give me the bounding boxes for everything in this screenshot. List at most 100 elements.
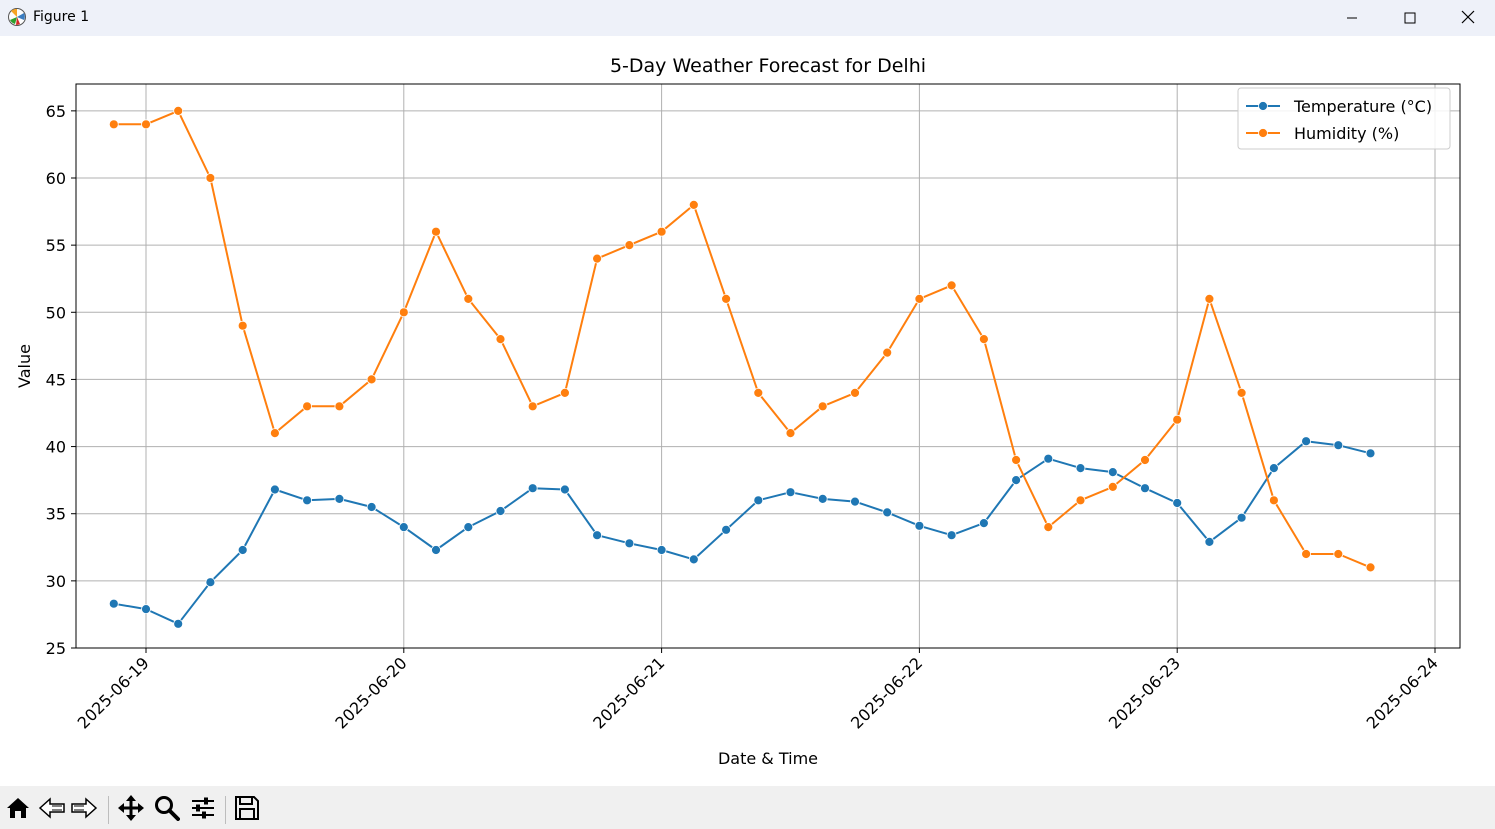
x-tick-label: 2025-06-22 bbox=[847, 653, 926, 732]
data-point bbox=[753, 495, 764, 506]
data-point bbox=[817, 401, 828, 412]
save-icon bbox=[234, 795, 260, 825]
forward-icon bbox=[70, 795, 98, 825]
data-point bbox=[1043, 522, 1054, 533]
legend-entry-humidity: Humidity (%) bbox=[1246, 124, 1399, 143]
home-icon bbox=[5, 795, 31, 825]
data-point bbox=[1172, 414, 1183, 425]
y-tick-label: 45 bbox=[46, 370, 66, 389]
data-point bbox=[173, 106, 184, 116]
chart-title: 5-Day Weather Forecast for Delhi bbox=[610, 55, 926, 77]
data-point bbox=[850, 387, 860, 398]
legend-entry-temperature: Temperature (°C) bbox=[1246, 97, 1432, 116]
series-line-1 bbox=[113, 109, 1371, 569]
configure-subplots-icon bbox=[190, 795, 216, 825]
data-point bbox=[1236, 512, 1247, 523]
data-point bbox=[688, 199, 699, 210]
save-button[interactable] bbox=[231, 794, 263, 826]
minimize-button[interactable] bbox=[1323, 0, 1381, 36]
y-tick-label: 60 bbox=[46, 169, 66, 188]
data-point bbox=[334, 401, 345, 412]
x-tick-label: 2025-06-24 bbox=[1363, 653, 1442, 732]
data-point bbox=[656, 545, 667, 555]
data-point bbox=[1301, 436, 1311, 447]
data-point bbox=[946, 280, 957, 291]
x-tick-label: 2025-06-19 bbox=[74, 653, 153, 732]
y-tick-label: 30 bbox=[46, 572, 66, 591]
x-axis-ticks: 2025-06-19 2025-06-20 2025-06-21 2025-06-22… bbox=[74, 648, 1442, 733]
pan-button[interactable] bbox=[115, 794, 147, 826]
data-point bbox=[1269, 463, 1279, 474]
data-point bbox=[1140, 483, 1150, 494]
data-point bbox=[624, 240, 635, 251]
data-point bbox=[785, 487, 796, 498]
back-button[interactable] bbox=[36, 794, 68, 826]
y-tick-label: 65 bbox=[46, 102, 66, 121]
data-point bbox=[495, 506, 506, 516]
data-point bbox=[914, 293, 925, 304]
data-point bbox=[688, 554, 699, 565]
data-point bbox=[463, 522, 474, 533]
back-icon bbox=[38, 795, 66, 825]
plot-frame bbox=[75, 83, 1461, 649]
data-point bbox=[463, 293, 474, 304]
data-point bbox=[850, 496, 860, 507]
data-point bbox=[1365, 448, 1376, 459]
x-axis-label: Date & Time bbox=[718, 749, 818, 768]
data-point bbox=[721, 524, 731, 535]
configure-subplots-button[interactable] bbox=[187, 794, 219, 826]
maximize-button[interactable] bbox=[1381, 0, 1439, 36]
y-axis-label: Value bbox=[15, 344, 34, 388]
data-point bbox=[108, 598, 119, 609]
toolbar-separator bbox=[225, 796, 226, 824]
data-point bbox=[237, 320, 248, 331]
y-tick-label: 55 bbox=[46, 236, 66, 255]
zoom-icon bbox=[154, 795, 180, 825]
data-point bbox=[979, 334, 989, 345]
legend-label-humidity: Humidity (%) bbox=[1294, 124, 1399, 143]
series-line-0 bbox=[113, 440, 1371, 625]
legend-label-temperature: Temperature (°C) bbox=[1293, 97, 1432, 116]
data-point bbox=[785, 428, 796, 439]
y-tick-label: 50 bbox=[46, 303, 66, 322]
home-button[interactable] bbox=[2, 794, 34, 826]
data-point bbox=[1204, 293, 1215, 304]
close-button[interactable] bbox=[1439, 0, 1495, 36]
data-point bbox=[1204, 536, 1215, 547]
data-point bbox=[882, 507, 893, 518]
y-tick-label: 25 bbox=[46, 639, 66, 658]
minimize-icon bbox=[1346, 9, 1358, 28]
zoom-button[interactable] bbox=[151, 794, 183, 826]
data-point bbox=[302, 401, 313, 412]
data-point bbox=[1107, 481, 1118, 492]
line-chart: 25 30 35 40 45 50 55 60 65 2025-06-19 2025-06-20 2… bbox=[15, 55, 1461, 768]
window-titlebar: Figure 1 bbox=[0, 0, 1495, 36]
data-point bbox=[1269, 495, 1279, 506]
data-point bbox=[527, 483, 538, 494]
data-point bbox=[269, 428, 280, 439]
figure-canvas[interactable]: 25 30 35 40 45 50 55 60 65 2025-06-19 2025-06-20 2… bbox=[0, 36, 1495, 786]
data-point bbox=[108, 119, 119, 130]
data-point bbox=[946, 530, 957, 541]
data-point bbox=[1236, 387, 1247, 398]
data-point bbox=[592, 253, 602, 264]
data-point bbox=[431, 226, 441, 237]
navigation-toolbar bbox=[0, 786, 1495, 829]
data-point bbox=[1107, 467, 1118, 478]
data-point bbox=[560, 484, 570, 495]
data-point bbox=[1333, 440, 1344, 451]
data-point bbox=[173, 618, 184, 629]
close-icon bbox=[1461, 9, 1475, 28]
legend: Temperature (°C) Humidity (%) bbox=[1237, 87, 1451, 150]
forward-button[interactable] bbox=[68, 794, 100, 826]
y-tick-label: 35 bbox=[46, 505, 66, 524]
data-point bbox=[205, 173, 216, 183]
y-tick-label: 40 bbox=[46, 438, 66, 457]
data-point bbox=[882, 347, 893, 358]
data-point bbox=[1011, 475, 1021, 486]
data-point bbox=[1301, 549, 1311, 559]
series-layer bbox=[108, 106, 1376, 629]
data-point bbox=[205, 577, 216, 588]
data-point bbox=[431, 545, 441, 555]
data-point bbox=[1075, 495, 1086, 506]
